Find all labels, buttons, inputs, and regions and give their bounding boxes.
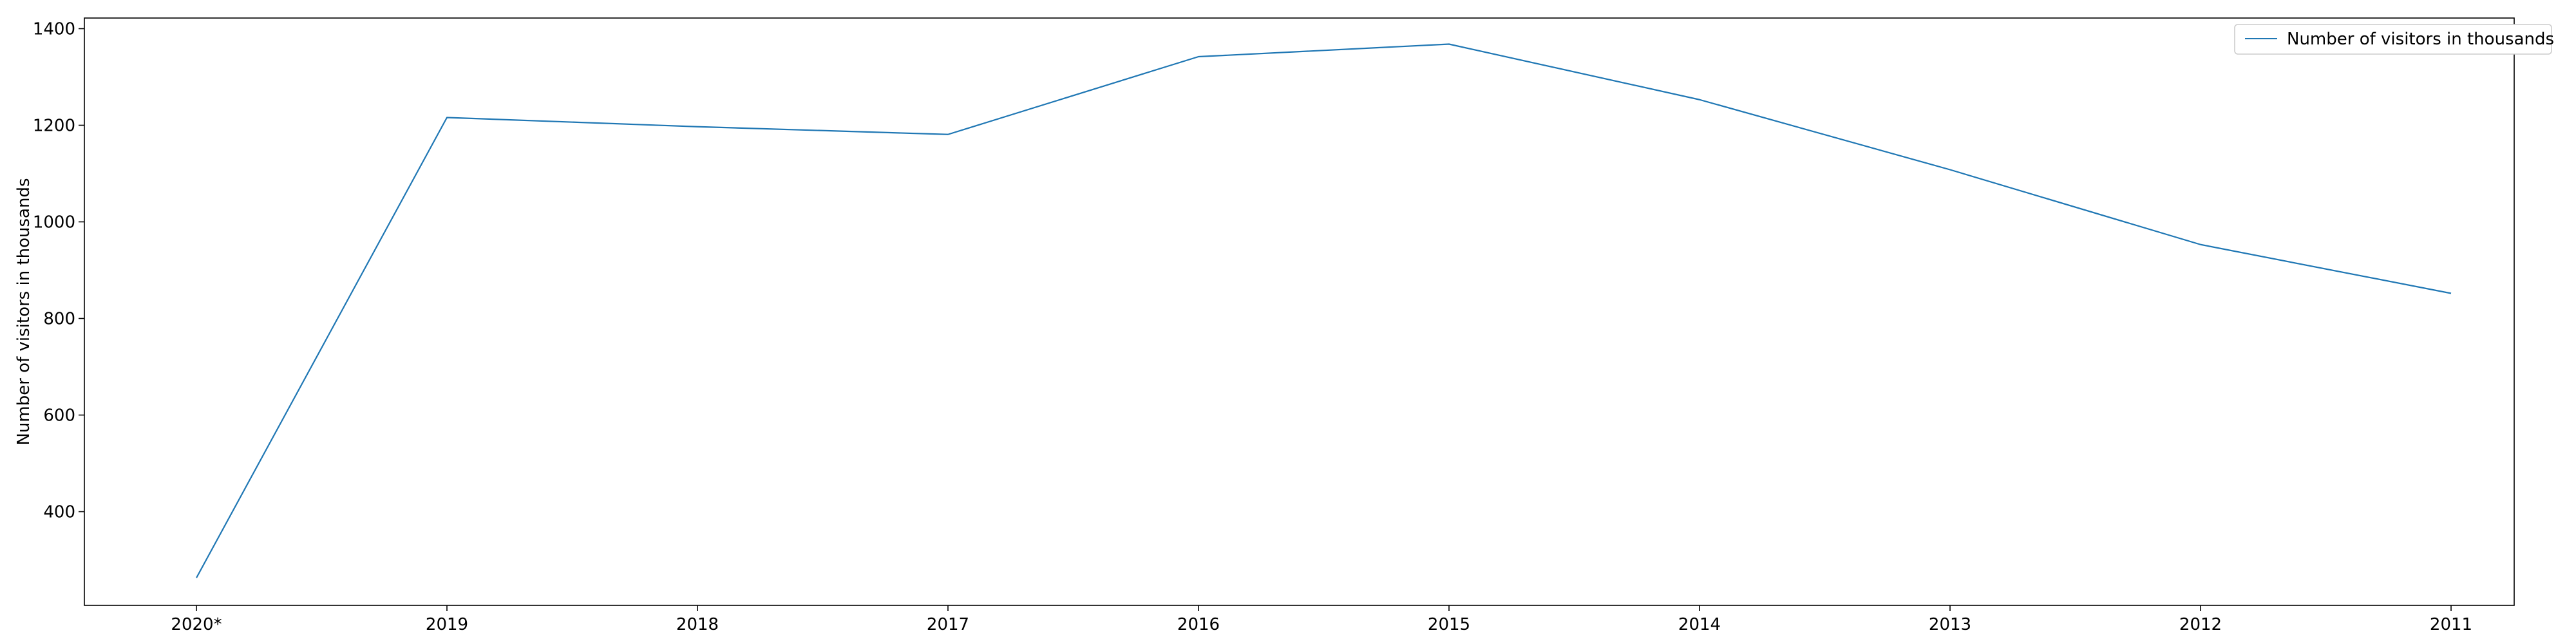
- x-tick-label: 2019: [426, 615, 468, 634]
- legend: Number of visitors in thousands: [2234, 24, 2554, 55]
- series-line: [196, 43, 2452, 578]
- y-tick-label: 600: [43, 406, 75, 426]
- y-axis-ticks: 400 600 800 1000 1200 1400: [33, 20, 84, 522]
- plot-area-frame: [84, 17, 2515, 606]
- y-tick-label: 400: [43, 503, 75, 522]
- x-tick-label: 2015: [1428, 615, 1470, 634]
- y-tick-label: 1400: [33, 20, 75, 39]
- series-layer: [196, 43, 2452, 578]
- x-tick-label: 2020*: [171, 615, 222, 634]
- legend-label: Number of visitors in thousands: [2287, 30, 2554, 49]
- x-tick-label: 2011: [2430, 615, 2472, 634]
- x-tick-label: 2014: [1678, 615, 1721, 634]
- x-tick-label: 2018: [676, 615, 719, 634]
- x-tick-label: 2016: [1177, 615, 1220, 634]
- y-axis-label: Number of visitors in thousands: [14, 178, 33, 445]
- x-axis-ticks: 2020* 2019 2018 2017 2016 2015 2014 2013 2012 201…: [171, 605, 2472, 634]
- x-tick-label: 2013: [1929, 615, 1971, 634]
- y-tick-label: 1200: [33, 117, 75, 136]
- x-tick-label: 2012: [2179, 615, 2222, 634]
- x-tick-label: 2017: [927, 615, 969, 634]
- legend-frame: [2234, 24, 2552, 55]
- y-tick-label: 1000: [33, 213, 75, 232]
- y-tick-label: 800: [43, 310, 75, 329]
